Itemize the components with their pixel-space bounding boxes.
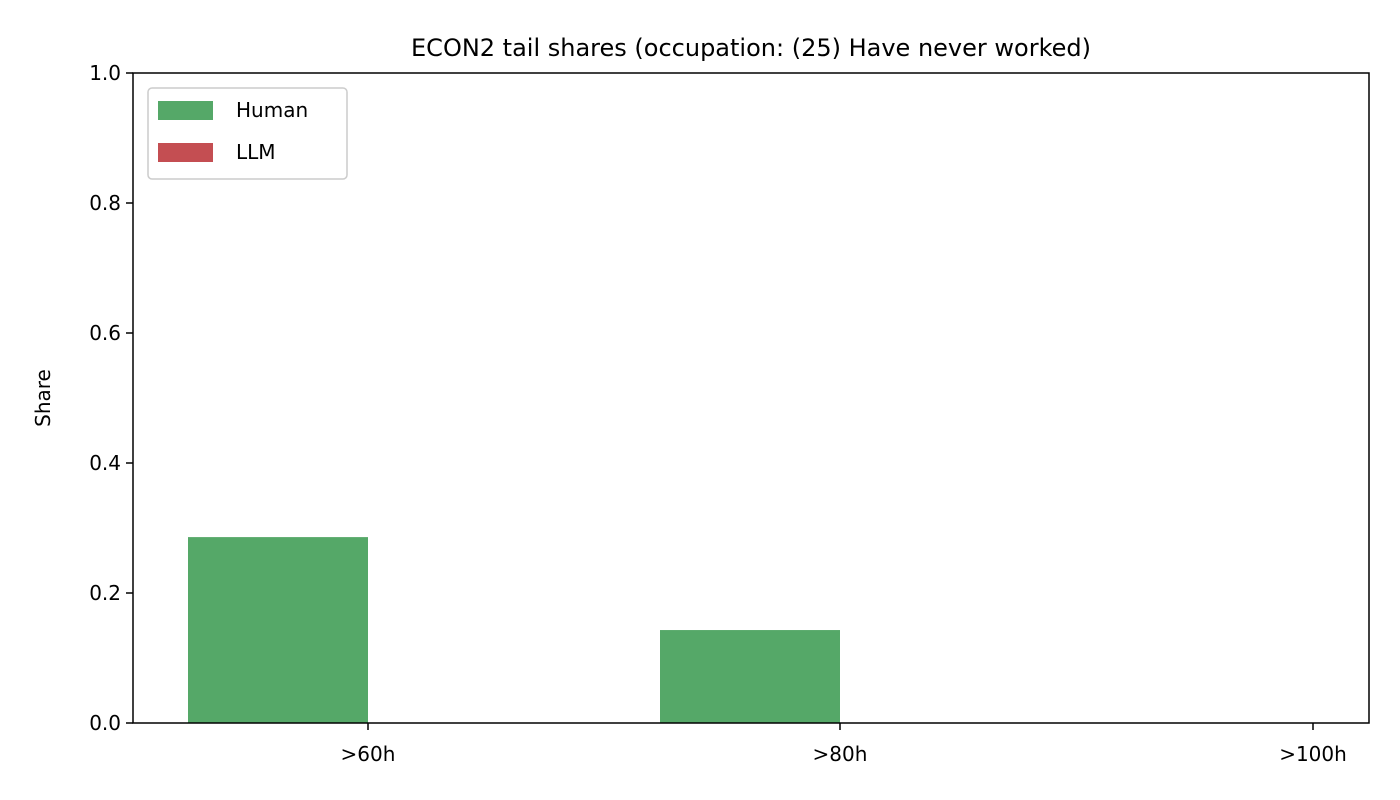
bar-human-0 xyxy=(188,537,368,723)
legend-swatch-human xyxy=(158,101,213,120)
y-tick-label: 0.0 xyxy=(89,711,121,735)
legend: Human LLM xyxy=(147,87,348,180)
legend-label-human: Human xyxy=(236,98,308,122)
y-axis-ticks: 0.0 0.2 0.4 0.6 0.8 1.0 xyxy=(89,61,133,735)
x-tick-label: >60h xyxy=(341,742,396,766)
y-tick-label: 0.2 xyxy=(89,581,121,605)
bar-human-1 xyxy=(660,630,840,723)
bars xyxy=(188,537,840,723)
y-tick-label: 0.8 xyxy=(89,191,121,215)
x-tick-label: >100h xyxy=(1279,742,1347,766)
y-tick-label: 0.4 xyxy=(89,451,121,475)
chart-title: ECON2 tail shares (occupation: (25) Have… xyxy=(411,34,1091,62)
x-axis-ticks: >60h >80h >100h xyxy=(341,723,1347,766)
x-tick-label: >80h xyxy=(813,742,868,766)
plot-frame xyxy=(132,72,1370,724)
legend-label-llm: LLM xyxy=(236,140,276,164)
legend-swatch-llm xyxy=(158,143,213,162)
y-axis-label: Share xyxy=(31,369,55,427)
y-tick-label: 1.0 xyxy=(89,61,121,85)
y-tick-label: 0.6 xyxy=(89,321,121,345)
